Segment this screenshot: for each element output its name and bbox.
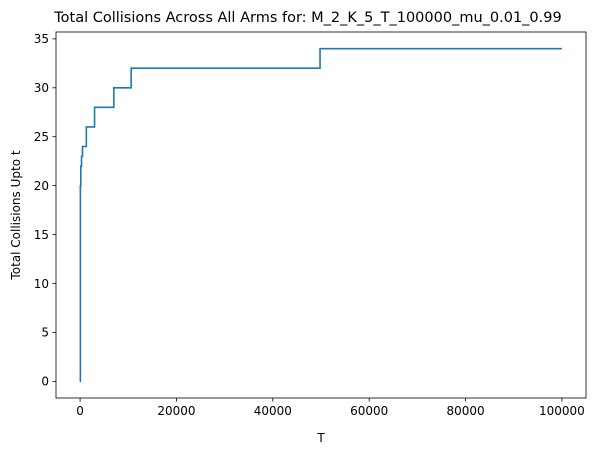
x-tick-label: 80000 [446,404,484,418]
y-axis-label: Total Collisions Upto t [9,150,23,280]
x-tick-label: 60000 [350,404,388,418]
y-tick-label: 25 [34,130,49,144]
y-axis-ticks: 0 5 10 15 20 25 30 35 [34,32,56,389]
chart-title: Total Collisions Across All Arms for: M_… [53,10,561,26]
y-tick-label: 0 [41,375,49,389]
x-tick-label: 20000 [157,404,195,418]
y-tick-label: 15 [34,228,49,242]
y-tick-label: 20 [34,179,49,193]
x-tick-label: 0 [76,404,84,418]
x-tick-label: 100000 [539,404,585,418]
x-tick-label: 40000 [254,404,292,418]
y-tick-label: 10 [34,277,49,291]
axes-frame [55,31,587,399]
series-line [79,47,562,383]
y-tick-label: 5 [41,326,49,340]
x-axis-ticks: 0 20000 40000 60000 80000 100000 [76,398,585,418]
y-tick-label: 30 [34,81,49,95]
plot-area: 0 20000 40000 60000 80000 100000 0 5 10 15 20 25 30… [34,31,587,418]
series-layer [79,47,562,383]
x-axis-label: T [316,431,325,445]
y-tick-label: 35 [34,32,49,46]
